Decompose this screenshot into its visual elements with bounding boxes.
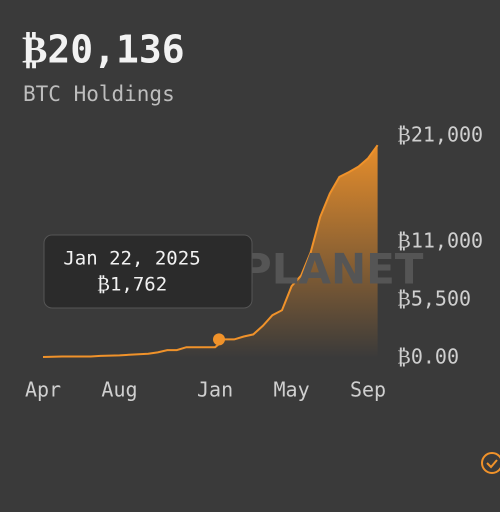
y-tick-label: ₿5,500 xyxy=(397,286,471,310)
y-tick-label: ₿21,000 xyxy=(397,123,483,147)
x-tick-label: Jan xyxy=(197,378,233,402)
verified-icon xyxy=(481,452,500,474)
tooltip-point xyxy=(213,333,225,346)
holdings-value: ₿20,136 xyxy=(22,28,185,72)
tooltip-box xyxy=(43,234,253,309)
tooltip-date: Jan 22, 2025 xyxy=(63,248,200,270)
tooltip-value: ₿1,762 xyxy=(97,274,167,296)
y-tick-label: ₿0.00 xyxy=(397,345,459,369)
x-tick-label: May xyxy=(273,378,309,402)
plot: ₿0.00 ₿5,500 ₿11,000 ₿21,000 Apr Aug Jan May Sep xyxy=(25,123,483,402)
x-tick-label: Sep xyxy=(350,378,386,402)
line xyxy=(42,144,379,358)
x-tick-label: Aug xyxy=(101,378,137,402)
x-tick-label: Apr xyxy=(25,378,61,402)
area xyxy=(43,145,378,358)
holdings-label: BTC Holdings xyxy=(23,82,175,106)
y-tick-label: ₿11,000 xyxy=(397,228,483,252)
tooltip: Jan 22, 2025 ₿1,762 xyxy=(43,234,253,309)
